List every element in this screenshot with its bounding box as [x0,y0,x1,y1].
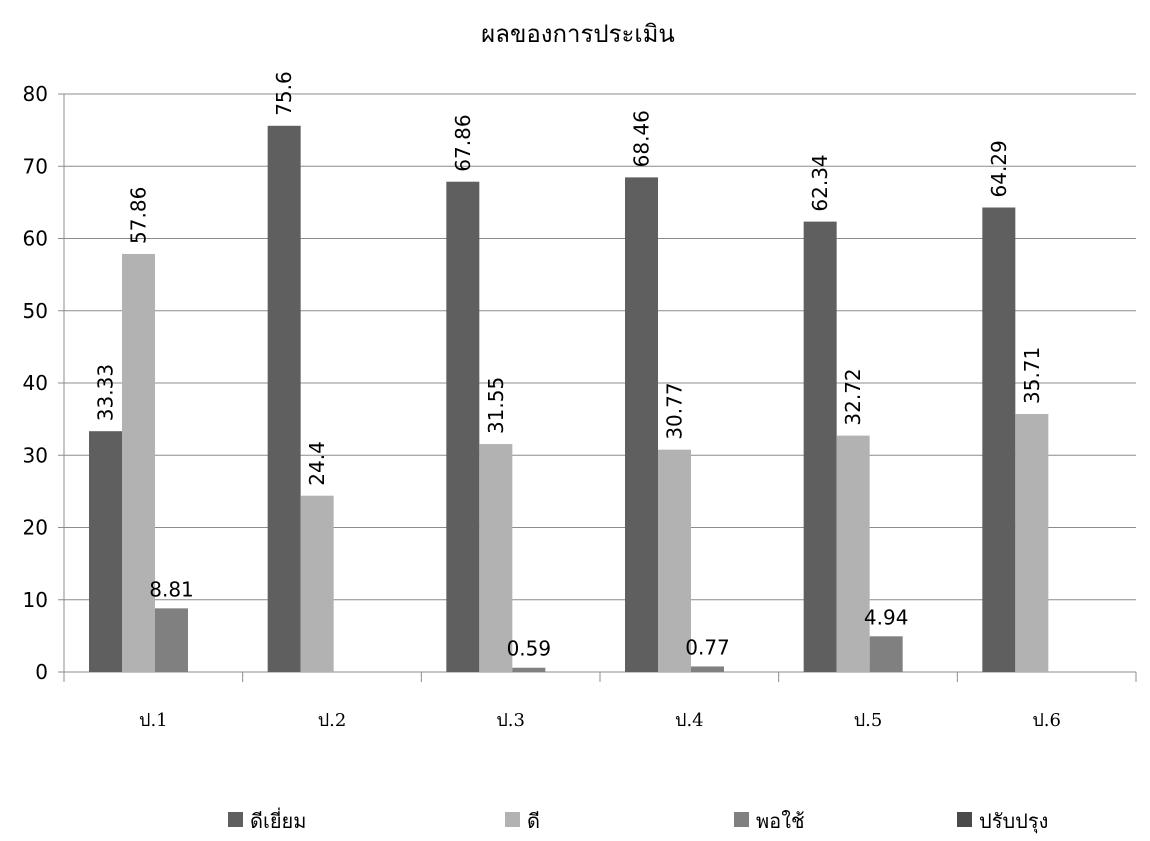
x-tick-label: ป.5 [854,710,883,731]
data-label: 64.29 [987,140,1011,197]
y-tick-label: 30 [23,443,48,467]
chart-title: ผลของการประเมิน [481,20,675,48]
bar [803,221,837,672]
bar [267,125,301,673]
legend-label: พอใช้ [756,809,805,833]
legend-swatch [734,812,749,827]
legend-label: ดีเยี่ยม [250,807,306,833]
y-tick-label: 10 [23,588,48,612]
data-label: 68.46 [630,110,654,167]
bar [446,181,480,673]
y-tick-label: 20 [23,516,48,540]
bar [122,253,155,673]
bar [625,177,658,672]
y-tick-label: 50 [23,299,48,323]
x-tick-label: ป.2 [318,710,347,731]
data-label: 57.86 [127,187,151,244]
data-label: 75.6 [272,71,296,116]
legend-label: ปรับปรุง [979,809,1048,834]
data-label: 4.94 [864,605,909,629]
data-labels: 33.33 75.6 67.86 68.46 62.34 64.29 57.86 24.4 31… [94,71,1044,660]
x-tick-label: ป.3 [496,710,525,731]
data-label: 30.77 [663,382,687,439]
bar [300,495,334,672]
y-tick-label: 80 [23,82,48,106]
bar [982,207,1016,672]
data-label: 0.77 [685,635,730,659]
y-tick-label: 60 [23,227,48,251]
data-label: 67.86 [451,114,475,171]
x-tick-label: ป.6 [1032,710,1061,731]
y-tick-label: 70 [23,154,48,178]
legend-swatch [228,812,243,827]
bar [658,449,691,672]
data-label: 24.4 [305,441,329,486]
x-tick-label: ป.4 [675,710,704,731]
bar [89,431,122,672]
x-tick-label: ป.1 [139,710,168,731]
bar [479,444,513,672]
y-tick-label: 0 [35,660,48,684]
bar [691,666,724,672]
data-label: 35.71 [1020,347,1044,404]
data-label: 32.72 [841,368,865,425]
bar [155,608,188,672]
gridlines [64,93,1136,601]
bar [1015,413,1049,672]
legend-label: ดี [527,809,540,833]
bars [89,125,1049,673]
bar [836,435,870,672]
data-label: 33.33 [94,364,118,421]
legend: ดีเยี่ยม ดี พอใช้ ปรับปรุง [228,807,1048,834]
legend-swatch [957,812,972,827]
data-label: 31.55 [484,377,508,434]
axes: 0 10 20 30 40 50 60 70 80 ป.1 ป.2 ป.3 ป.4 ป.5 ป.6 [23,82,1137,731]
bar [512,667,546,672]
bar [869,636,903,672]
data-label: 0.59 [507,637,552,661]
data-label: 62.34 [808,154,832,211]
legend-swatch [505,812,520,827]
data-label: 8.81 [149,577,194,601]
y-tick-label: 40 [23,371,48,395]
